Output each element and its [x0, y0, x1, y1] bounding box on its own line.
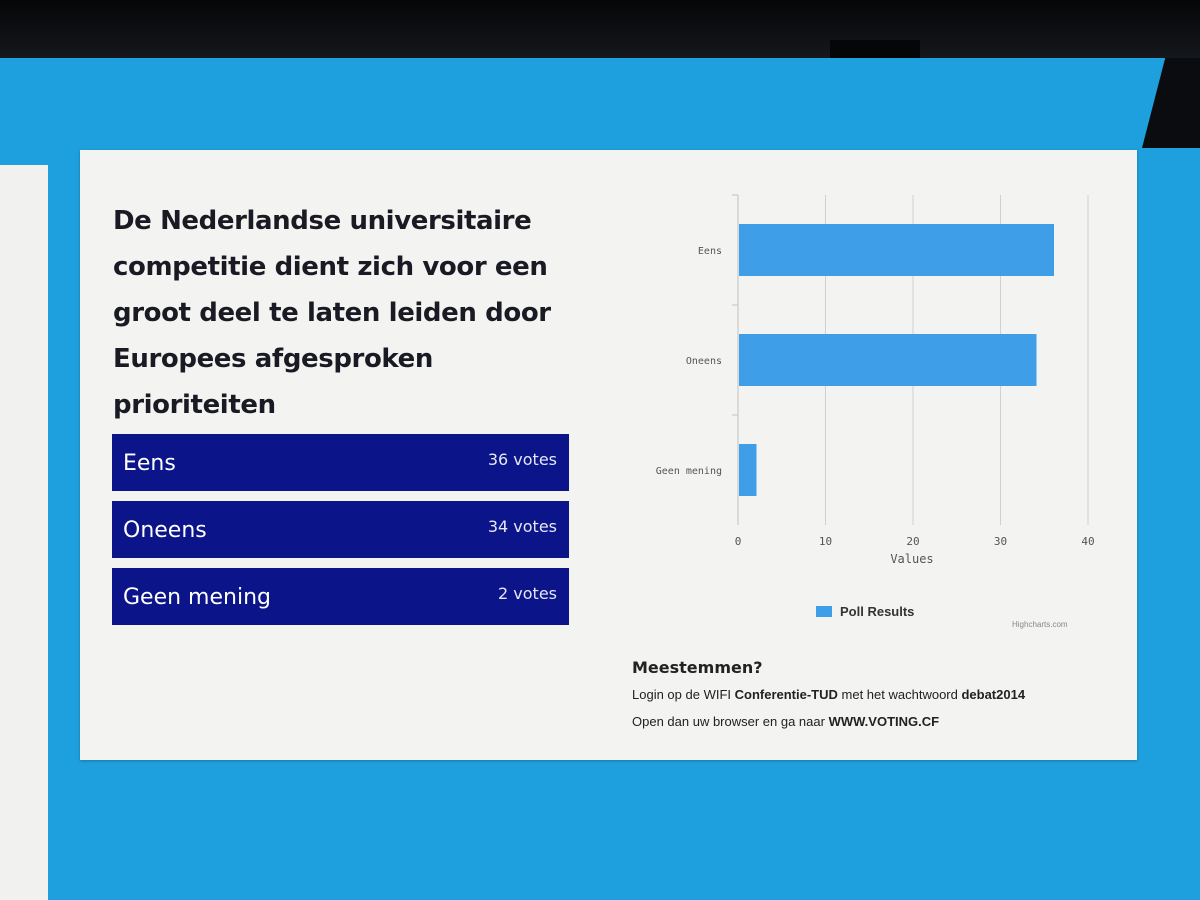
wifi-text-mid: met het wachtwoord	[837, 687, 962, 702]
browser-text: Open dan uw browser en ga naar	[632, 714, 829, 729]
bar-geen-mening	[739, 444, 757, 496]
option-geen-mening[interactable]: Geen mening 2 votes	[112, 568, 569, 625]
category-label: Eens	[698, 246, 722, 257]
legend-swatch	[816, 606, 832, 617]
left-panel	[0, 165, 48, 900]
x-tick-label: 0	[735, 535, 742, 548]
poll-card: De Nederlandse universitaire competitie …	[80, 150, 1137, 760]
bar-chart-svg: 0 10 20 30 40 Eens Oneens Geen mening Values	[656, 194, 1095, 566]
option-oneens[interactable]: Oneens 34 votes	[112, 501, 569, 558]
category-label: Geen mening	[656, 466, 722, 477]
bar-eens	[739, 224, 1054, 276]
wifi-network: Conferentie-TUD	[734, 687, 838, 702]
option-label: Oneens	[123, 518, 207, 543]
poll-chart: 0 10 20 30 40 Eens Oneens Geen mening Values Pol…	[620, 190, 1100, 640]
x-tick-label: 10	[819, 535, 832, 548]
wifi-password: debat2014	[961, 687, 1026, 702]
voting-instructions: Meestemmen? Login op de WIFI Conferentie…	[632, 658, 1112, 741]
instructions-browser: Open dan uw browser en ga naar WWW.VOTIN…	[632, 714, 1112, 729]
legend-label: Poll Results	[840, 604, 915, 619]
category-label: Oneens	[686, 356, 722, 367]
x-tick-label: 30	[994, 535, 1007, 548]
x-tick-label: 40	[1081, 535, 1094, 548]
option-eens[interactable]: Eens 36 votes	[112, 434, 569, 491]
bar-oneens	[739, 334, 1037, 386]
voting-url[interactable]: WWW.VOTING.CF	[828, 714, 940, 729]
option-votes: 34 votes	[487, 517, 557, 536]
poll-options: Eens 36 votes Oneens 34 votes Geen menin…	[112, 434, 569, 635]
instructions-title: Meestemmen?	[632, 658, 763, 677]
instructions-wifi: Login op de WIFI Conferentie-TUD met het…	[632, 687, 1112, 702]
option-votes: 36 votes	[487, 450, 557, 469]
chart-credits[interactable]: Highcharts.com	[1012, 620, 1068, 629]
monitor-bezel	[0, 0, 1200, 60]
wifi-text: Login op de WIFI	[632, 687, 735, 702]
chart-legend[interactable]: Poll Results	[816, 604, 914, 619]
option-label: Geen mening	[123, 585, 271, 610]
x-tick-label: 20	[906, 535, 919, 548]
option-label: Eens	[123, 451, 176, 476]
x-axis-title: Values	[890, 552, 933, 566]
option-votes: 2 votes	[498, 584, 557, 603]
poll-question: De Nederlandse universitaire competitie …	[113, 206, 551, 420]
